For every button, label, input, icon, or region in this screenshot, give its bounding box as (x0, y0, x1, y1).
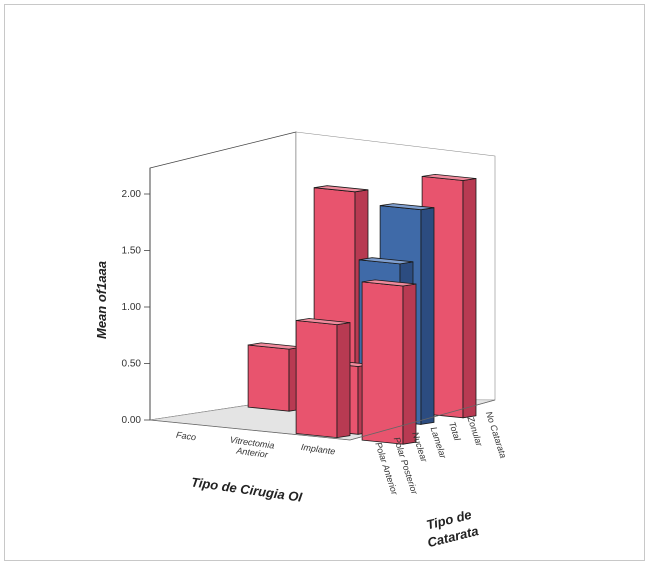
bar-side-face (336, 322, 351, 439)
x-axis-title: Tipo de Cirugia OI (190, 474, 303, 504)
bar-top-face (314, 185, 369, 193)
y-tick-label: 0.50 (122, 359, 142, 370)
bar-side-face (462, 178, 477, 419)
y-tick-label: 0.00 (122, 415, 142, 426)
y-tick-label: 1.00 (122, 302, 142, 313)
z-category-label: No Catarata (484, 410, 509, 459)
bar-side-face (420, 207, 435, 425)
z-category-label: Lamelar (429, 426, 449, 461)
z-axis-line (349, 399, 496, 441)
bar-front-face (295, 320, 338, 439)
bar-side-face (402, 283, 417, 445)
bar-top-face (422, 173, 477, 181)
y-tick-label: 1.50 (122, 246, 142, 257)
x-axis-line (149, 419, 351, 441)
bar (295, 318, 351, 439)
y-tick-label: 2.00 (122, 189, 142, 200)
x-category-label: Faco (176, 430, 197, 443)
z-category-label: Total (447, 420, 463, 442)
x-category-label: Anterior (235, 445, 270, 460)
bar (361, 279, 417, 445)
bar (247, 342, 303, 412)
y-axis-title: Mean of1aaa (94, 261, 109, 339)
bar-top-face (359, 257, 414, 265)
z-category-label: Zonular (465, 414, 485, 448)
bar-top-face (380, 203, 435, 211)
bar-front-face (361, 281, 404, 445)
bar-top-face (362, 279, 417, 287)
x-category-label: Implante (300, 442, 336, 457)
z-category-label: Nuclear (410, 431, 429, 465)
bar-front-face (247, 344, 290, 412)
bar-top-face (296, 318, 351, 326)
